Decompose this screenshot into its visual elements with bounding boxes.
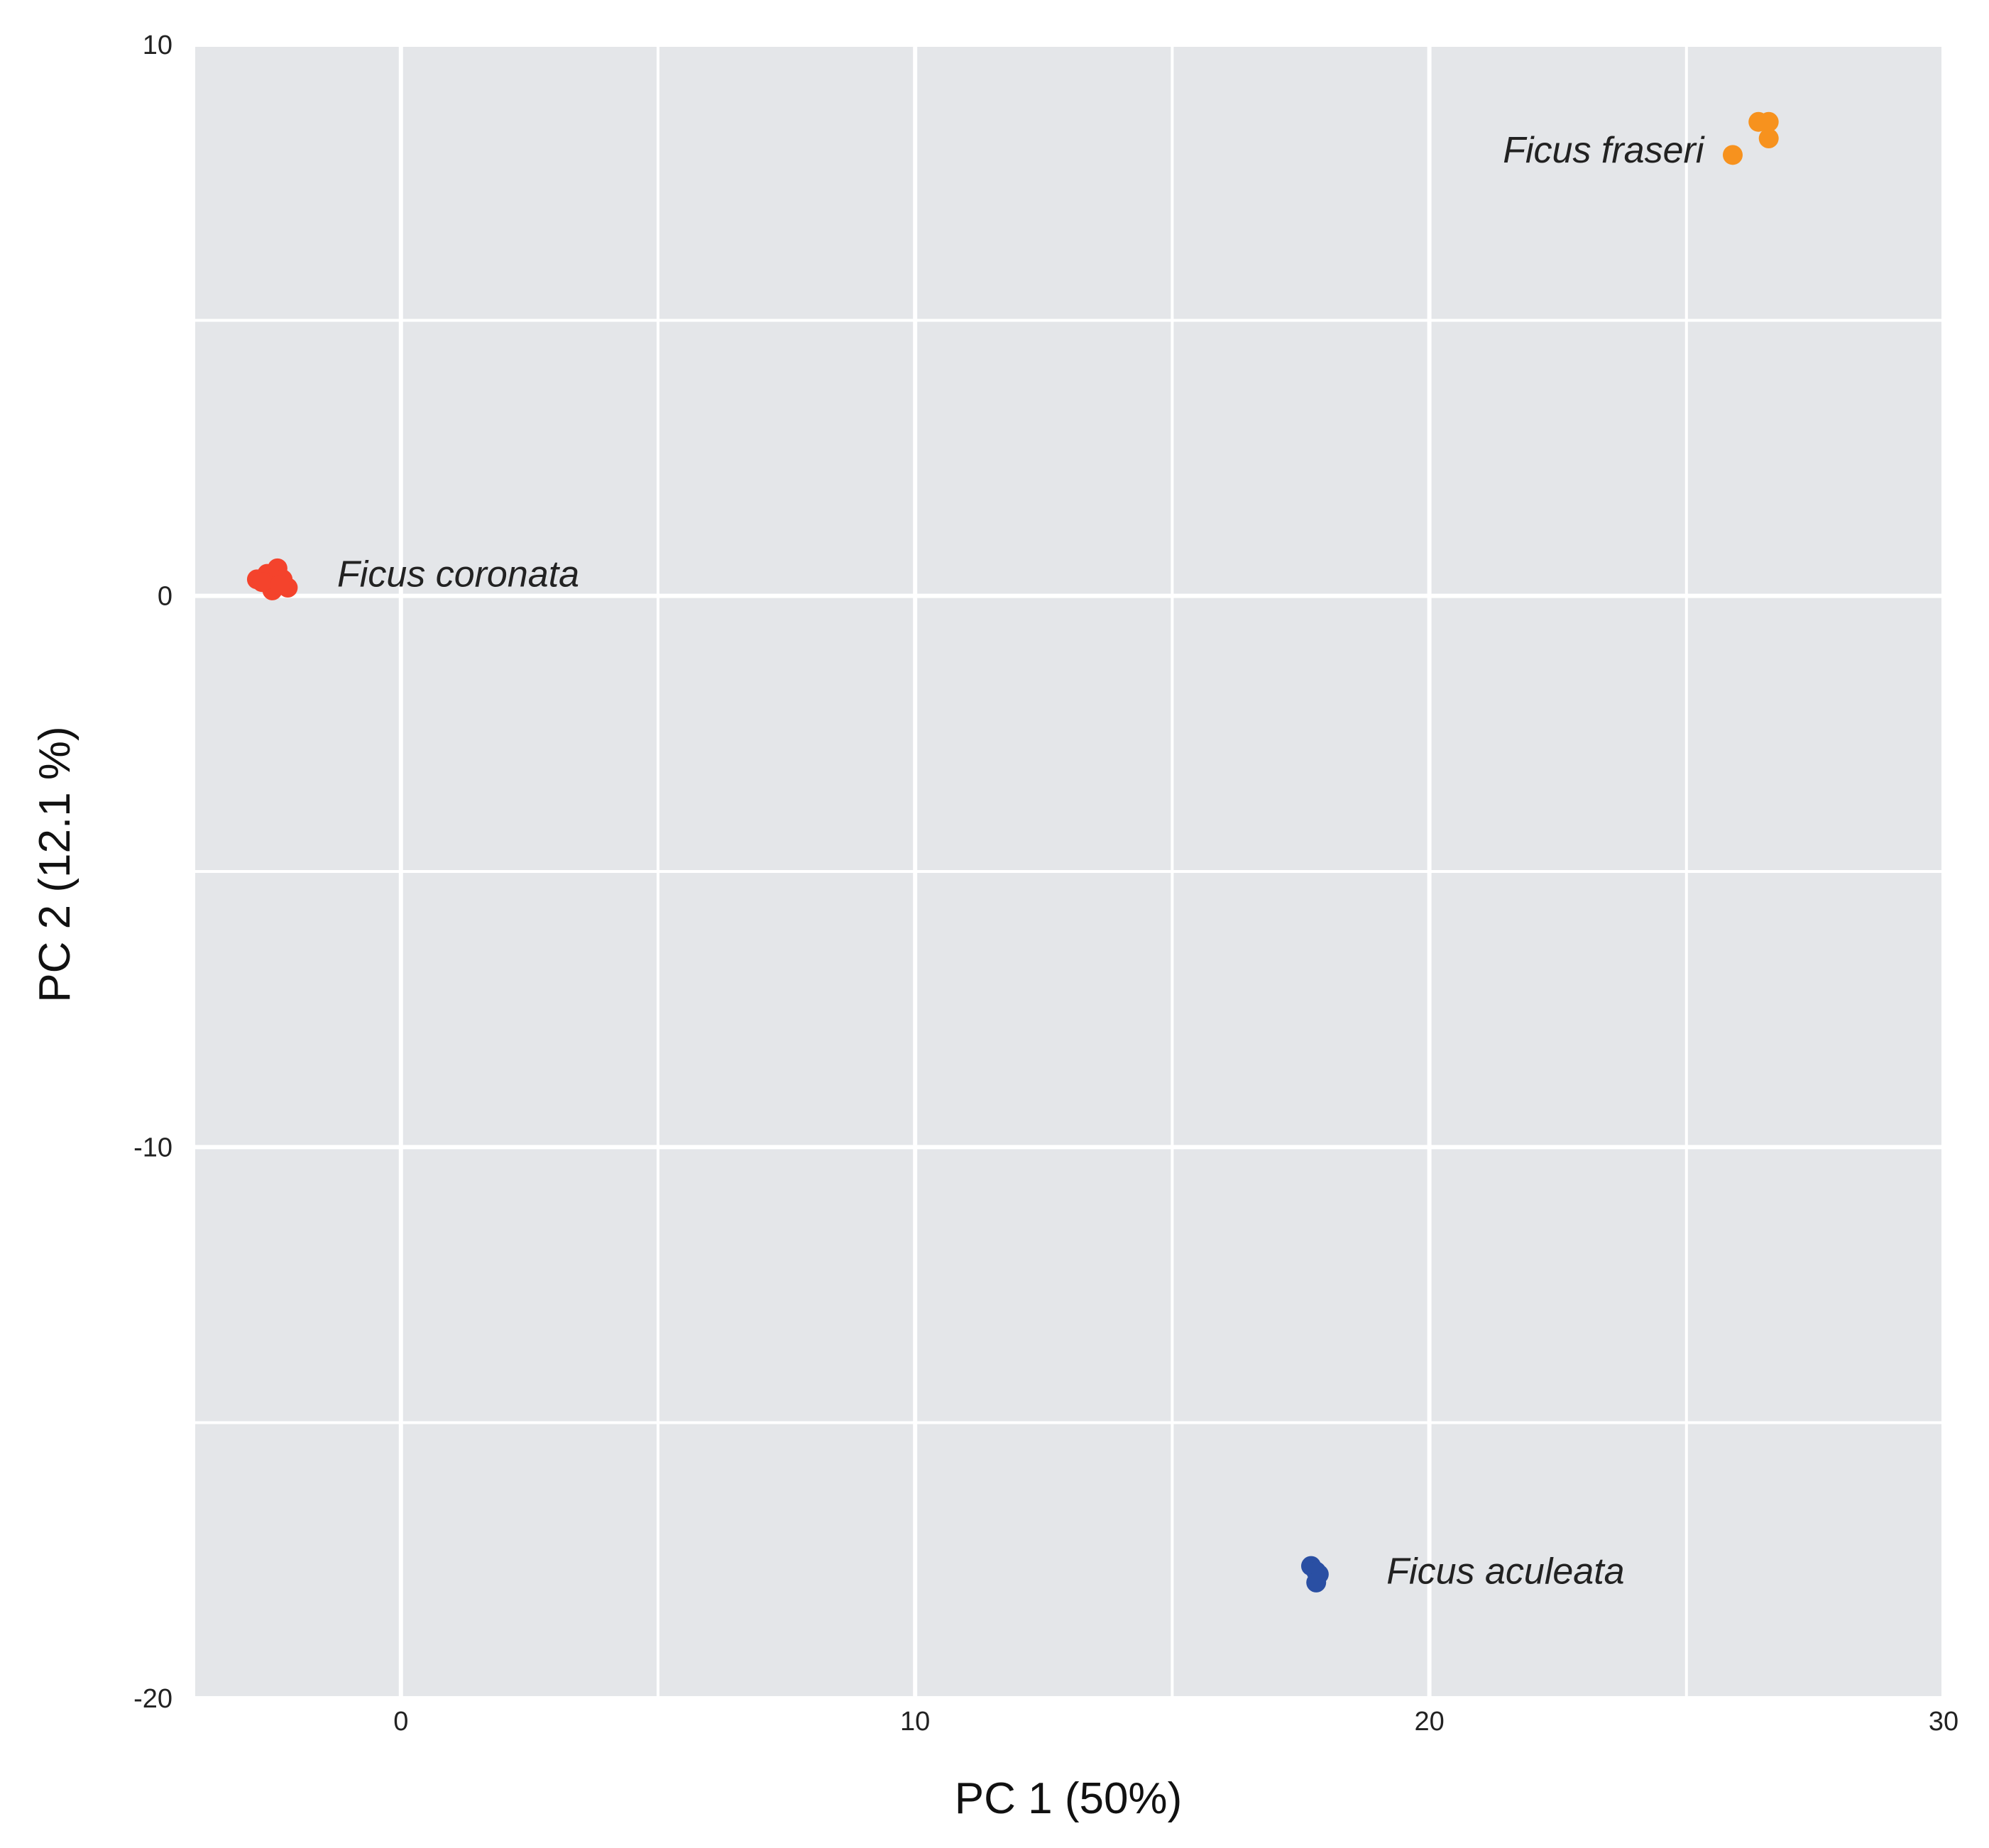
- y-tick-label: 0: [158, 582, 172, 612]
- y-tick-label: -20: [133, 1684, 172, 1714]
- major-gridlines: [195, 43, 1946, 1700]
- series-label-ficus-aculeata: Ficus aculeata: [1386, 1551, 1624, 1592]
- series-ficus-coronata: [246, 558, 298, 600]
- point-ficus-fraseri: [1722, 145, 1743, 165]
- x-tick-labels: 0 10 20 30: [393, 1707, 1958, 1737]
- y-tick-label: -10: [133, 1133, 172, 1162]
- y-tick-labels: 10 0 -10 -20: [133, 31, 172, 1714]
- series-labels: Ficus coronata Ficus fraseri Ficus aculeat…: [337, 130, 1705, 1592]
- x-tick-label: 20: [1414, 1707, 1444, 1737]
- point-ficus-coronata: [270, 575, 290, 595]
- x-tick-label: 0: [393, 1707, 408, 1737]
- minor-gridlines: [195, 45, 1944, 1698]
- point-ficus-coronata: [252, 572, 273, 593]
- data-points: [246, 111, 1779, 1593]
- y-axis-title: PC 2 (12.1 %): [31, 726, 80, 1002]
- y-tick-label: 10: [143, 31, 172, 60]
- series-ficus-fraseri: [1722, 111, 1779, 165]
- x-tick-label: 30: [1929, 1707, 1958, 1737]
- point-ficus-fraseri: [1758, 128, 1779, 149]
- series-ficus-aculeata: [1300, 1556, 1329, 1593]
- point-ficus-aculeata: [1306, 1572, 1327, 1593]
- point-ficus-fraseri: [1758, 111, 1779, 132]
- x-tick-label: 10: [900, 1707, 930, 1737]
- series-label-ficus-coronata: Ficus coronata: [337, 554, 579, 595]
- series-label-ficus-fraseri: Ficus fraseri: [1503, 130, 1705, 171]
- x-axis-title: PC 1 (50%): [955, 1774, 1182, 1823]
